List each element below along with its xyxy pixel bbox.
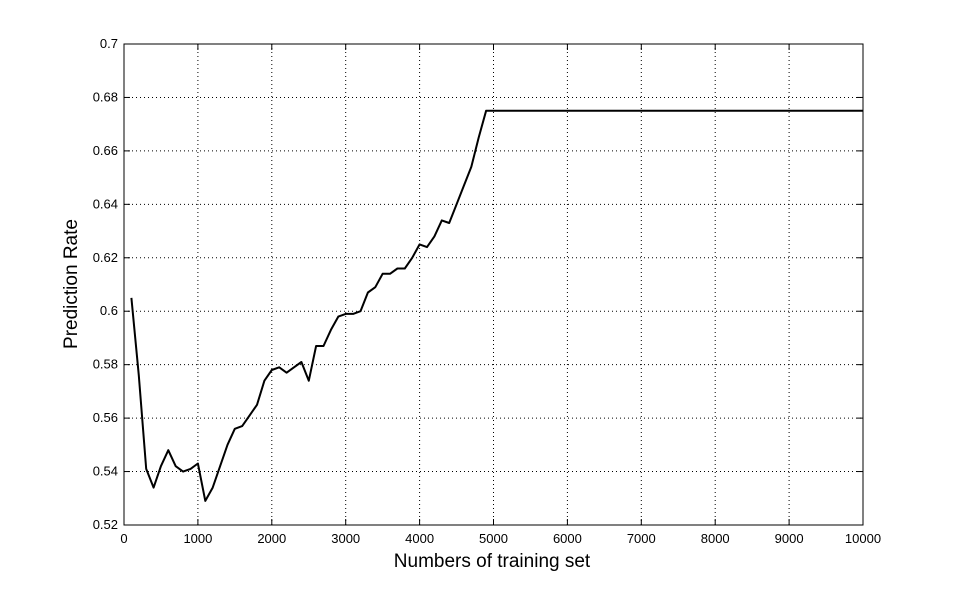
axis-ticks xyxy=(123,43,864,526)
y-tick-label: 0.6 xyxy=(100,303,118,318)
y-axis-title: Prediction Rate xyxy=(61,219,82,349)
x-tick-label: 2000 xyxy=(257,531,286,546)
y-tick-label: 0.52 xyxy=(93,517,118,532)
x-tick-label: 0 xyxy=(120,531,127,546)
x-tick-labels: 0 1000 2000 3000 4000 5000 6000 7000 8000 9000 100… xyxy=(120,531,881,546)
x-tick-label: 8000 xyxy=(701,531,730,546)
x-tick-label: 6000 xyxy=(553,531,582,546)
series xyxy=(130,109,863,502)
y-tick-labels: 0.52 0.54 0.56 0.58 0.6 0.62 0.64 0.66 0.68 0.7 xyxy=(93,36,118,532)
x-tick-label: 3000 xyxy=(331,531,360,546)
x-tick-label: 4000 xyxy=(405,531,434,546)
y-tick-label: 0.68 xyxy=(93,89,118,104)
x-axis-title: Numbers of training set xyxy=(394,551,591,572)
y-tick-label: 0.64 xyxy=(93,196,118,211)
grid xyxy=(124,44,863,525)
y-tick-label: 0.56 xyxy=(93,410,118,425)
x-tick-label: 5000 xyxy=(479,531,508,546)
y-tick-label: 0.66 xyxy=(93,143,118,158)
y-tick-label: 0.54 xyxy=(93,464,118,479)
x-tick-label: 1000 xyxy=(183,531,212,546)
x-tick-label: 9000 xyxy=(775,531,804,546)
y-tick-label: 0.7 xyxy=(100,36,118,51)
y-tick-label: 0.58 xyxy=(93,357,118,372)
x-tick-label: 10000 xyxy=(845,531,881,546)
y-tick-label: 0.62 xyxy=(93,250,118,265)
series-line xyxy=(130,109,863,502)
x-tick-label: 7000 xyxy=(627,531,656,546)
